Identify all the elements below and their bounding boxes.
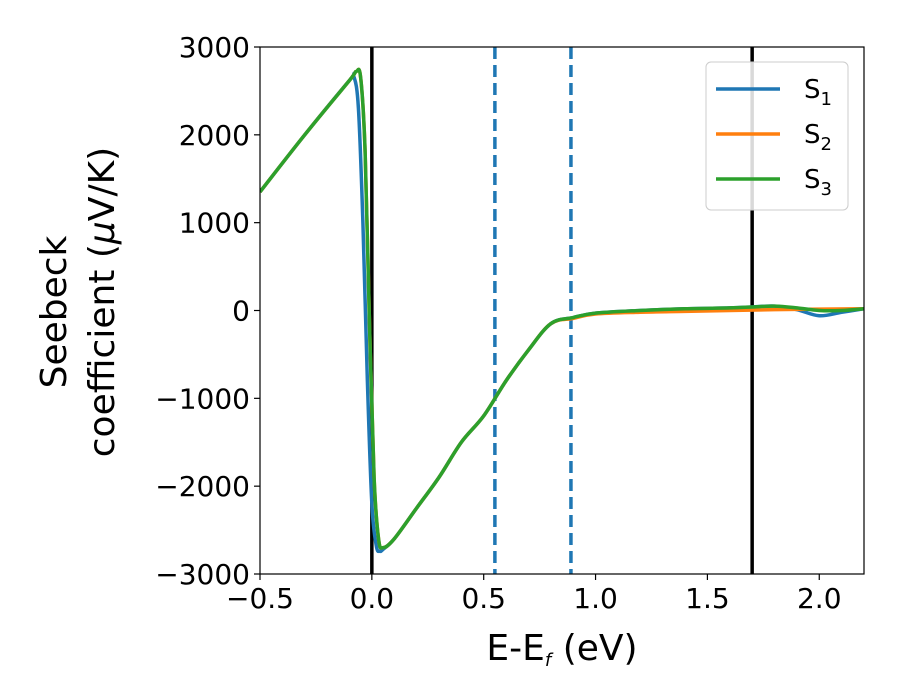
y-tick-label: −2000 [155, 470, 250, 503]
series-line-s3 [260, 67, 864, 550]
y-tick-label: 1000 [179, 207, 250, 240]
y-axis-ticks: −3000 −2000 −1000 0 1000 2000 3000 [155, 31, 260, 591]
x-axis-ticks: −0.5 0.0 0.5 1.0 1.5 2.0 [226, 574, 842, 615]
legend-box [705, 61, 849, 211]
x-axis-label: E-Ef (eV) [486, 628, 637, 671]
y-tick-label: −1000 [155, 382, 250, 415]
y-tick-label: 0 [232, 295, 250, 328]
y-tick-label: −3000 [155, 558, 250, 591]
x-tick-label: 1.0 [573, 582, 618, 615]
legend-label-s2: S2 [804, 120, 832, 155]
series-lines [260, 67, 864, 554]
y-axis-label-line2: coefficient (μV/K) [82, 147, 123, 457]
y-tick-label: 2000 [179, 119, 250, 152]
legend: S1 S2 S3 [705, 61, 849, 211]
x-tick-label: 2.0 [797, 582, 842, 615]
y-tick-label: 3000 [179, 31, 250, 64]
x-tick-label: 0.5 [461, 582, 506, 615]
legend-items: S1 S2 S3 [716, 75, 832, 200]
x-tick-label: 0.0 [350, 582, 395, 615]
x-tick-label: −0.5 [226, 582, 294, 615]
y-axis-label-line1: Seebeck [34, 235, 75, 388]
legend-label-s3: S3 [804, 165, 832, 200]
legend-label-s1: S1 [804, 75, 832, 110]
x-tick-label: 1.5 [685, 582, 730, 615]
